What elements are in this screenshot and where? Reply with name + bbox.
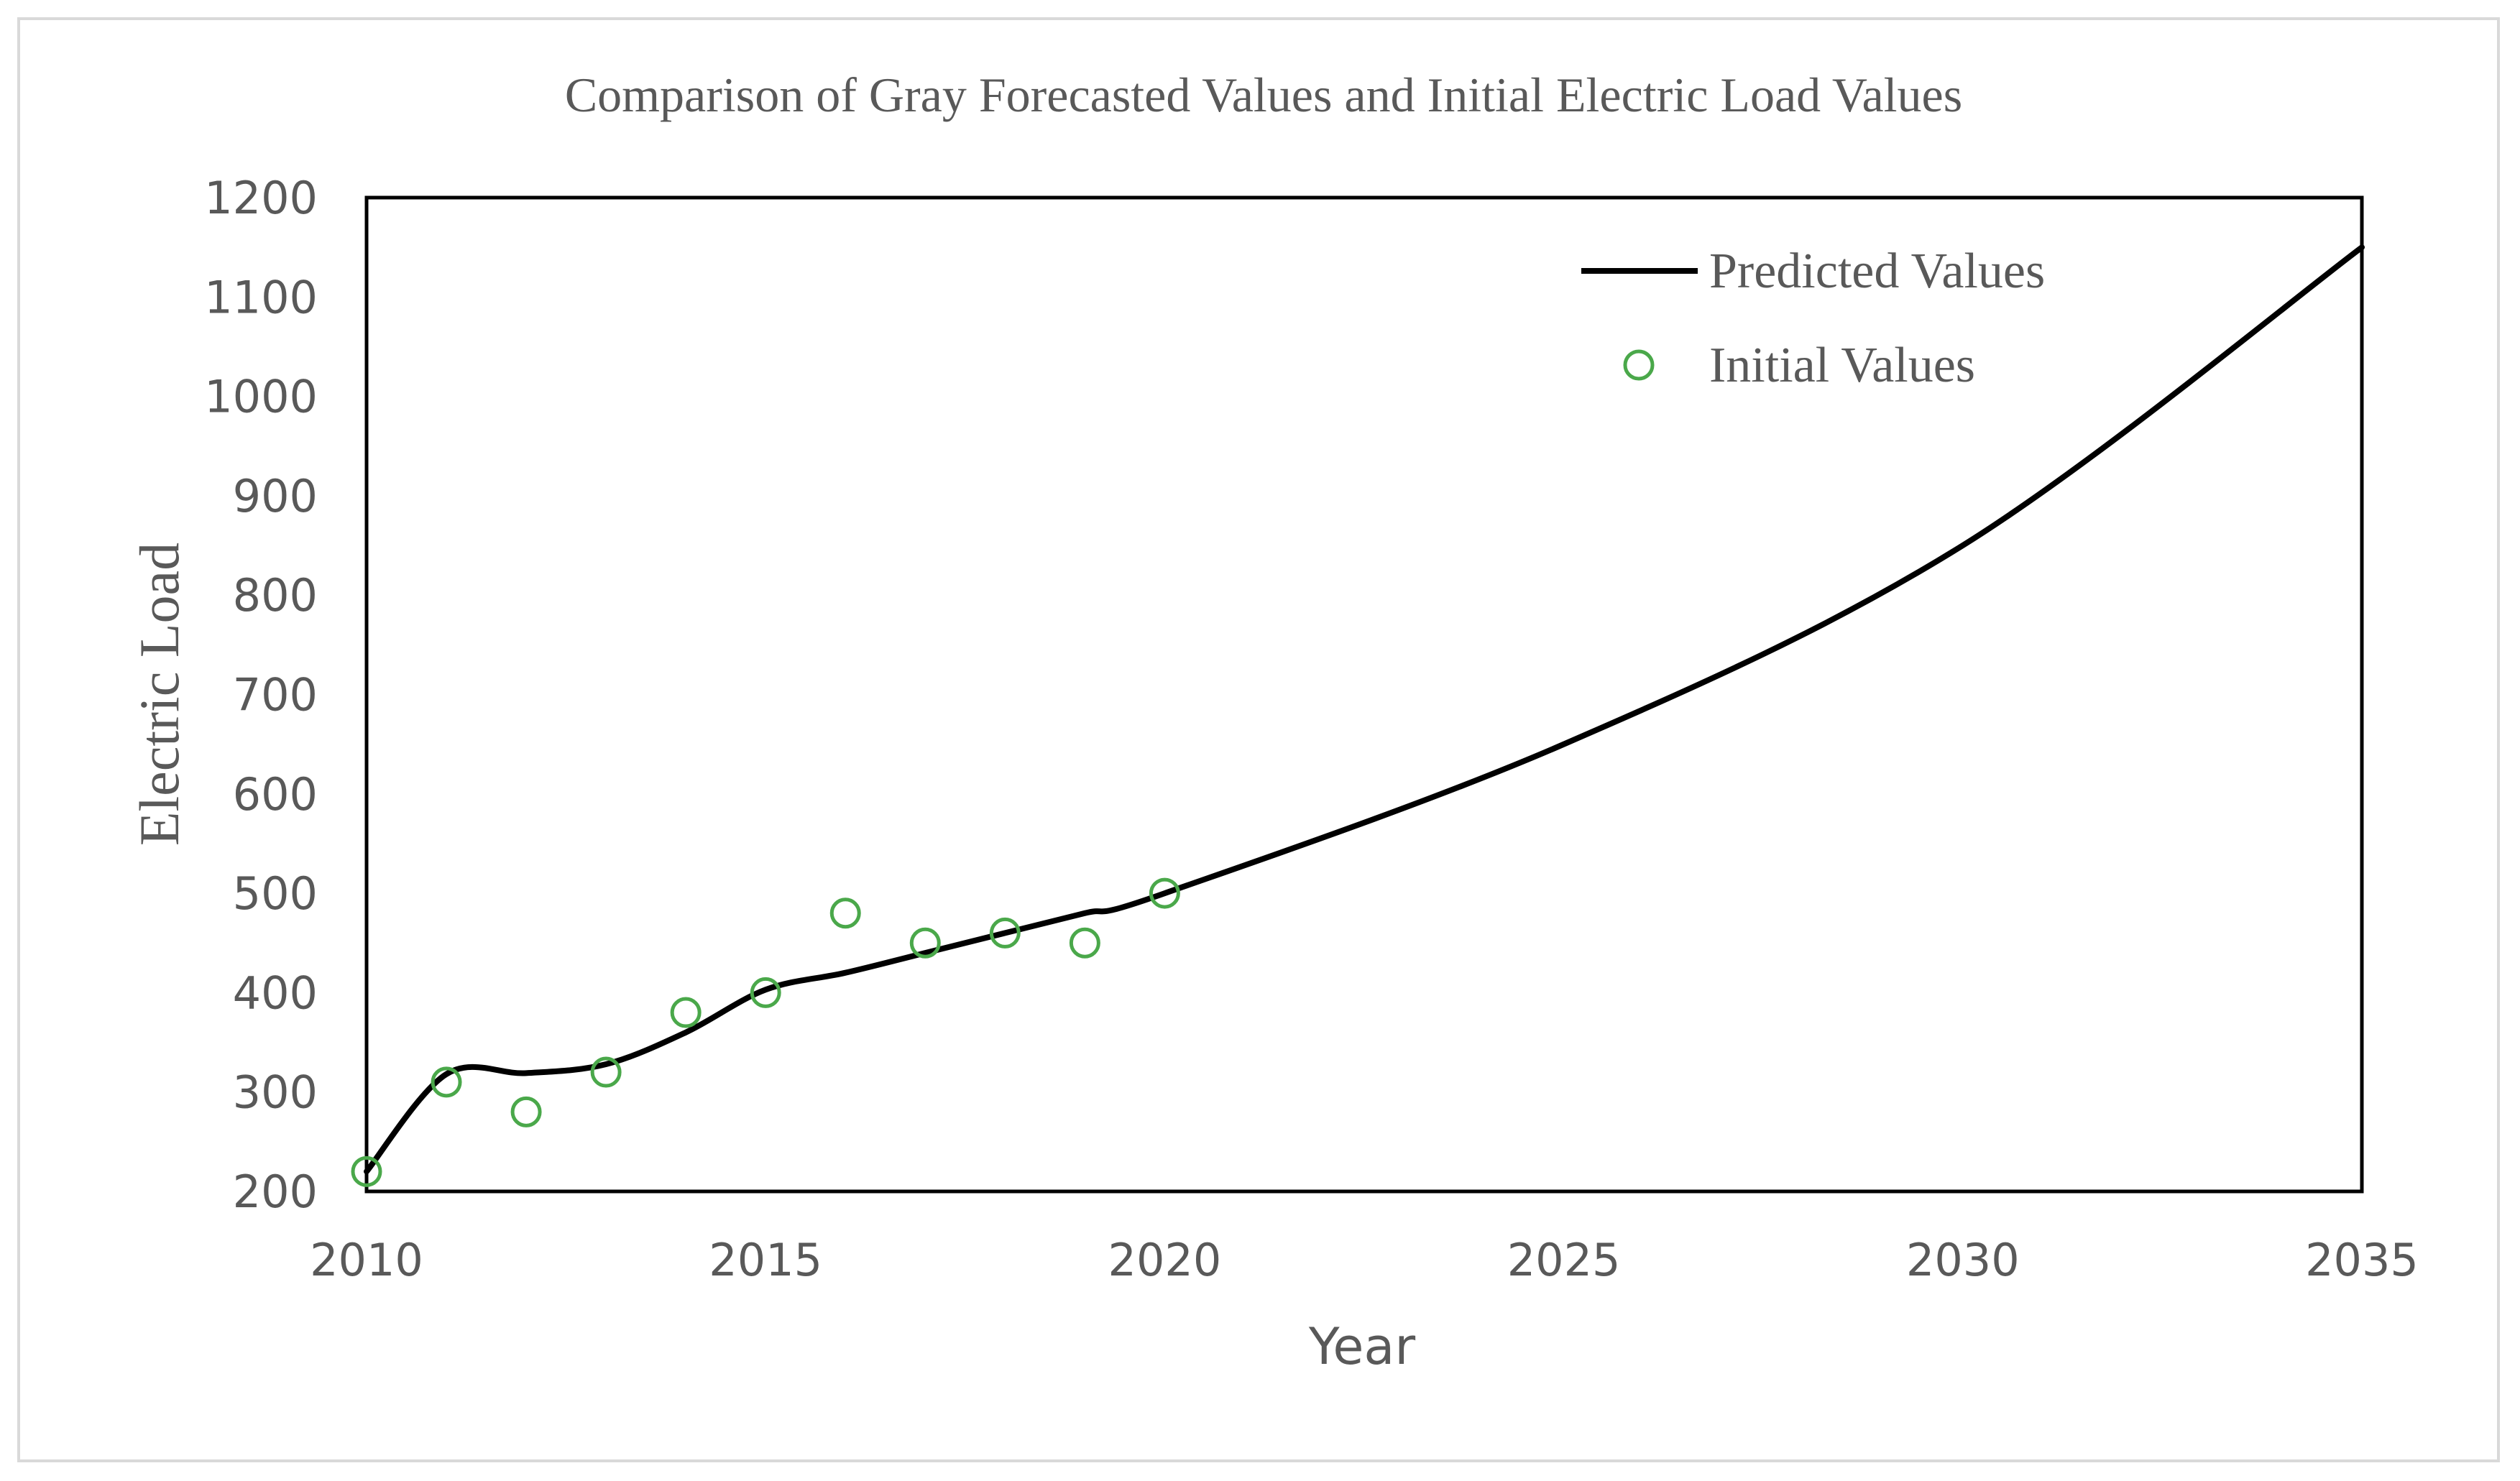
- initial-value-point: [670, 997, 702, 1028]
- initial-value-point: [510, 1096, 542, 1127]
- y-axis-label: Electric Load: [128, 543, 190, 846]
- legend-label-initial: Initial Values: [1709, 338, 1975, 393]
- initial-value-point: [909, 927, 941, 959]
- x-tick-label: 2030: [1906, 1234, 2020, 1286]
- chart-frame: [17, 17, 2500, 1462]
- legend-label-predicted: Predicted Values: [1709, 244, 2045, 299]
- x-axis-ticks: 2010 2015 2020 2025 2030 2035: [310, 1234, 2419, 1286]
- initial-value-point: [1069, 927, 1100, 959]
- predicted-values-line: [364, 244, 2365, 1175]
- y-tick-label: 1200: [204, 172, 318, 224]
- chart-title: Comparison of Gray Forecasted Values and…: [565, 68, 1962, 122]
- initial-value-point: [590, 1056, 622, 1088]
- initial-value-point: [829, 898, 861, 929]
- y-tick-label: 400: [233, 966, 318, 1019]
- y-tick-label: 900: [233, 470, 318, 522]
- y-tick-label: 1100: [204, 271, 318, 323]
- legend-marker-swatch: [1623, 349, 1655, 381]
- y-axis-ticks: 200 300 400 500 600 700 800 900 1000 1100 1200: [204, 172, 318, 1218]
- y-tick-label: 500: [233, 867, 318, 920]
- initial-value-point: [1149, 877, 1180, 909]
- initial-value-point: [750, 977, 781, 1008]
- y-tick-label: 600: [233, 768, 318, 821]
- x-tick-label: 2035: [2305, 1234, 2419, 1286]
- initial-value-point: [351, 1155, 382, 1187]
- plot-area: [364, 195, 2364, 1194]
- initial-value-point: [431, 1066, 462, 1098]
- y-tick-label: 800: [233, 569, 318, 622]
- x-tick-label: 2015: [709, 1234, 822, 1286]
- y-tick-label: 1000: [204, 371, 318, 423]
- y-tick-label: 700: [233, 669, 318, 721]
- y-tick-label: 200: [233, 1166, 318, 1218]
- x-tick-label: 2020: [1108, 1234, 1222, 1286]
- x-tick-label: 2025: [1507, 1234, 1621, 1286]
- legend: Predicted Values Initial Values: [1581, 244, 2045, 393]
- x-axis-label: Year: [1308, 1317, 1415, 1376]
- x-tick-label: 2010: [310, 1234, 423, 1286]
- y-tick-label: 300: [233, 1066, 318, 1119]
- initial-values-points: [351, 877, 1180, 1187]
- initial-value-point: [989, 917, 1021, 949]
